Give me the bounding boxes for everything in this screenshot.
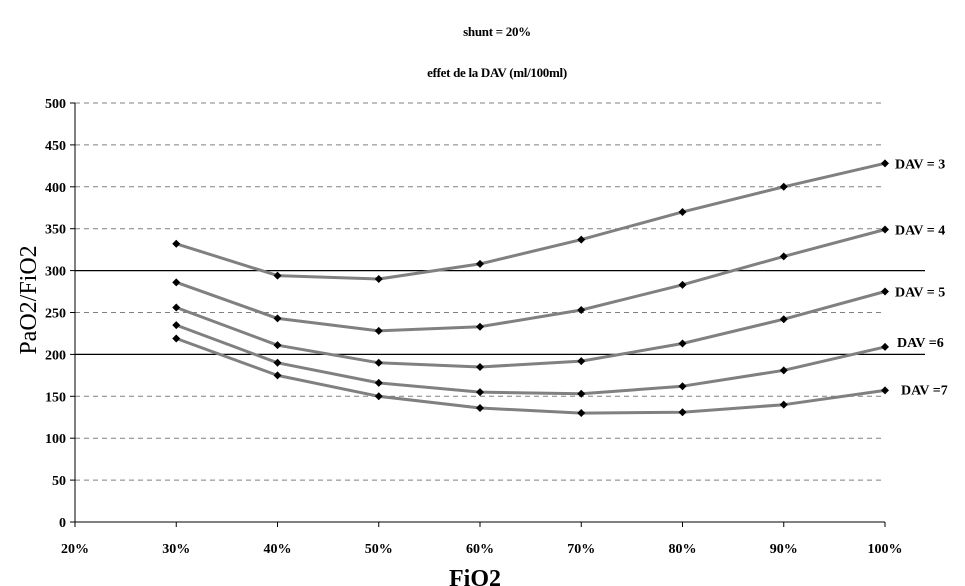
y-tick-label: 0 [59, 516, 66, 531]
data-point [172, 278, 181, 287]
y-tick-label: 500 [45, 97, 66, 112]
data-point [374, 358, 383, 367]
x-axis-label: FiO2 [449, 566, 501, 586]
data-point [476, 404, 484, 413]
data-point [476, 259, 484, 268]
series-line [175, 323, 886, 396]
data-point [273, 271, 282, 280]
y-tick-label: 450 [45, 139, 66, 154]
data-point [678, 408, 687, 417]
data-point [374, 392, 383, 401]
series-line [175, 161, 886, 281]
series-1: DAV = 3 [172, 157, 945, 283]
data-point [779, 366, 788, 375]
series-5: DAV =7 [172, 334, 948, 418]
series-4: DAV =6 [172, 321, 944, 398]
x-tick-label: 90% [770, 542, 798, 557]
x-tick-labels: 20% 30% 40% 50% 60% 70% 80% 90% 100% [61, 542, 903, 557]
series-3: DAV = 5 [172, 286, 945, 371]
data-point [273, 371, 282, 380]
data-point [678, 207, 687, 216]
y-tick-label: 350 [45, 223, 66, 238]
data-point [172, 239, 181, 248]
data-point [779, 182, 788, 191]
series-group: DAV = 3 DAV = 4 DAV = 5 DAV =6 DAV =7 [172, 157, 948, 418]
data-point [881, 159, 889, 168]
x-tick-label: 60% [466, 542, 494, 557]
y-tick-label: 100 [45, 432, 66, 447]
axes [70, 102, 886, 527]
x-tick-label: 20% [61, 542, 89, 557]
series-label: DAV = 4 [895, 224, 945, 239]
x-tick-label: 50% [365, 542, 393, 557]
data-point [678, 382, 687, 391]
x-tick-label: 100% [868, 542, 903, 557]
y-tick-label: 50 [52, 474, 66, 489]
data-point [577, 389, 586, 398]
grid-lines [75, 102, 885, 481]
series-label: DAV = 3 [895, 157, 945, 172]
series-line [175, 337, 886, 415]
y-tick-label: 250 [45, 307, 66, 322]
data-point [678, 280, 687, 289]
data-point [476, 362, 484, 371]
data-point [577, 305, 586, 314]
data-point [273, 341, 282, 350]
series-label: DAV =7 [901, 383, 948, 398]
x-tick-label: 30% [162, 542, 190, 557]
data-point [374, 274, 383, 283]
series-label: DAV = 5 [895, 286, 945, 301]
data-point [577, 235, 586, 244]
x-tick-label: 40% [264, 542, 292, 557]
data-point [678, 339, 687, 348]
y-tick-label: 200 [45, 348, 66, 363]
y-tick-label: 300 [45, 265, 66, 280]
data-point [374, 378, 383, 387]
y-axis-label: PaO2/FiO2 [16, 245, 42, 354]
data-point [476, 388, 484, 397]
x-tick-label: 70% [567, 542, 595, 557]
y-tick-label: 400 [45, 181, 66, 196]
y-tick-labels: 0 50 100 150 200 250 300 350 400 450 500 [45, 97, 66, 531]
data-point [374, 326, 383, 335]
data-point [881, 386, 889, 395]
data-point [779, 252, 788, 261]
data-point [881, 225, 889, 234]
data-point [273, 358, 282, 367]
data-point [577, 357, 586, 366]
data-point [476, 322, 484, 331]
y-tick-label: 150 [45, 390, 66, 405]
data-point [172, 321, 181, 330]
data-point [779, 315, 788, 324]
chart-subtitle: effet de la DAV (ml/100ml) [427, 65, 567, 80]
x-tick-label: 80% [669, 542, 697, 557]
data-point [881, 287, 889, 296]
series-label: DAV =6 [897, 336, 944, 351]
data-point [577, 409, 586, 418]
data-point [172, 334, 181, 343]
data-point [881, 342, 889, 351]
data-point [273, 314, 282, 323]
data-point [172, 303, 181, 312]
chart-title: shunt = 20% [463, 24, 531, 39]
series-line [175, 290, 886, 369]
data-point [779, 400, 788, 409]
series-line [175, 228, 886, 333]
series-2: DAV = 4 [172, 224, 945, 335]
